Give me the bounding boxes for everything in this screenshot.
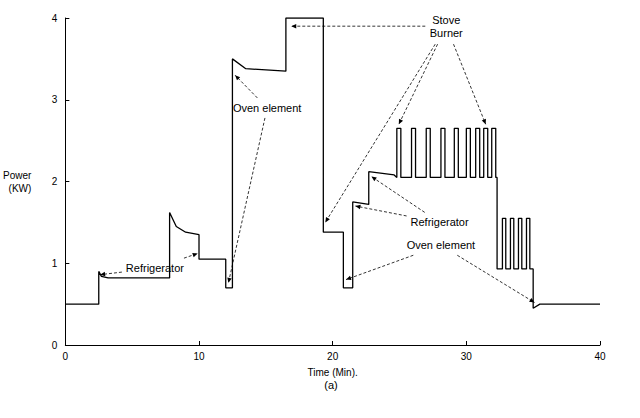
svg-text:Stove: Stove	[432, 14, 460, 26]
svg-text:10: 10	[193, 351, 205, 362]
svg-text:0: 0	[63, 351, 69, 362]
svg-text:30: 30	[461, 351, 473, 362]
svg-text:Refrigerator: Refrigerator	[126, 262, 184, 274]
svg-text:Power: Power	[3, 170, 32, 181]
svg-text:Time (Min).: Time (Min).	[308, 367, 358, 378]
svg-text:(a): (a)	[324, 379, 337, 391]
svg-text:0: 0	[52, 340, 58, 351]
svg-text:4: 4	[52, 13, 58, 24]
svg-text:3: 3	[52, 94, 58, 105]
svg-text:Burner: Burner	[430, 27, 463, 39]
svg-text:Oven element: Oven element	[407, 239, 475, 251]
svg-text:1: 1	[52, 258, 58, 269]
svg-text:20: 20	[327, 351, 339, 362]
svg-text:40: 40	[594, 351, 606, 362]
svg-text:2: 2	[52, 176, 58, 187]
svg-text:(KW): (KW)	[9, 183, 32, 194]
svg-text:Refrigerator: Refrigerator	[411, 216, 469, 228]
svg-text:Oven element: Oven element	[233, 102, 301, 114]
